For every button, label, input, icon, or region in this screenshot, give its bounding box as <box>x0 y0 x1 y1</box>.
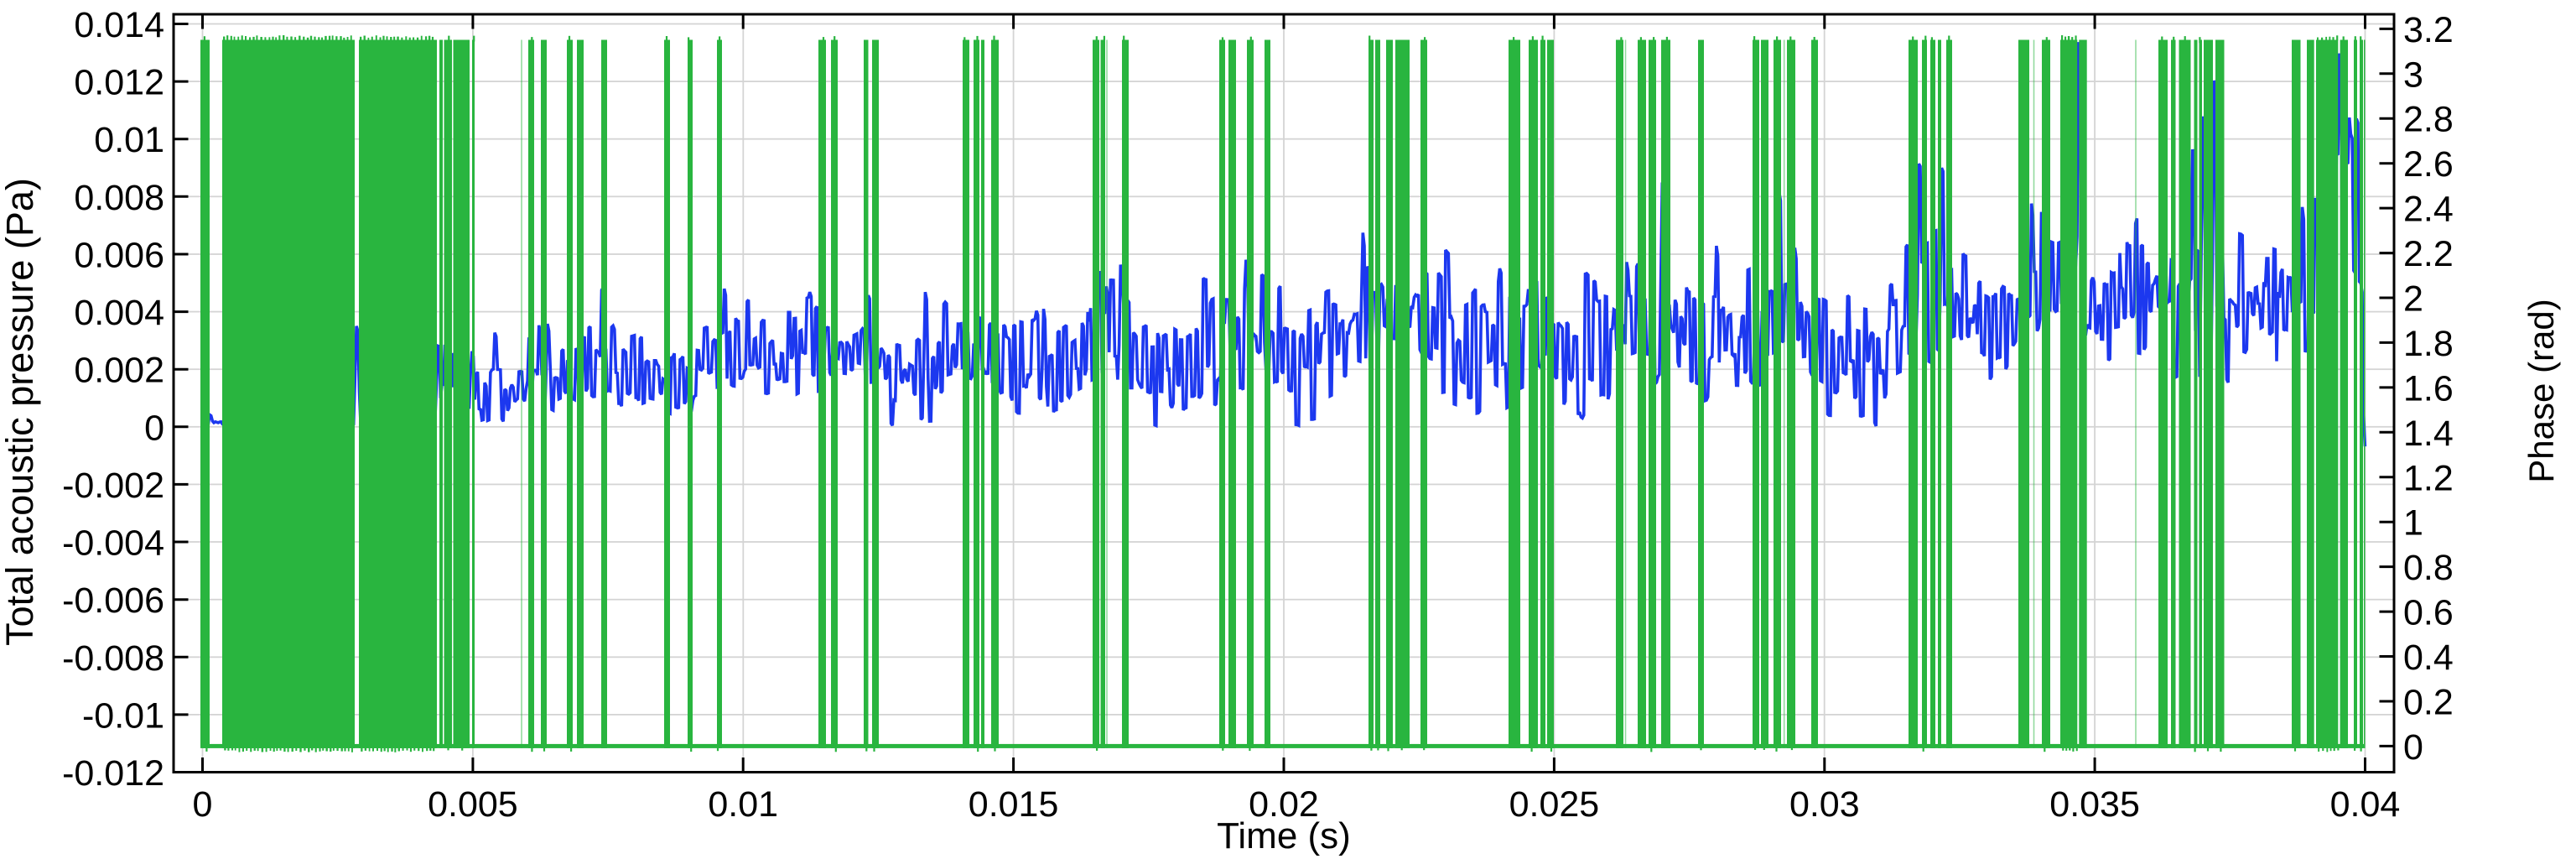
svg-text:2.4: 2.4 <box>2403 190 2454 230</box>
svg-text:0.008: 0.008 <box>74 178 164 218</box>
svg-text:0.01: 0.01 <box>708 784 778 825</box>
svg-text:0.4: 0.4 <box>2403 638 2454 678</box>
svg-text:0.03: 0.03 <box>1789 784 1860 825</box>
svg-text:-0.006: -0.006 <box>62 580 164 621</box>
svg-text:0.6: 0.6 <box>2403 593 2454 633</box>
svg-text:1.6: 1.6 <box>2403 368 2454 409</box>
svg-text:0: 0 <box>193 784 213 825</box>
svg-text:2.8: 2.8 <box>2403 100 2454 140</box>
svg-text:1: 1 <box>2403 503 2423 544</box>
svg-text:0.01: 0.01 <box>94 120 164 160</box>
svg-text:1.2: 1.2 <box>2403 458 2454 498</box>
svg-text:0.015: 0.015 <box>969 784 1059 825</box>
svg-text:Time (s): Time (s) <box>1217 815 1351 856</box>
svg-text:0.8: 0.8 <box>2403 548 2454 588</box>
svg-text:2.6: 2.6 <box>2403 144 2454 185</box>
svg-text:0: 0 <box>2403 727 2423 768</box>
svg-text:0.04: 0.04 <box>2330 784 2401 825</box>
svg-text:3: 3 <box>2403 55 2423 95</box>
svg-text:0.006: 0.006 <box>74 236 164 276</box>
svg-text:3.2: 3.2 <box>2403 10 2454 50</box>
svg-text:-0.008: -0.008 <box>62 638 164 679</box>
svg-text:-0.002: -0.002 <box>62 466 164 506</box>
svg-text:0.012: 0.012 <box>74 63 164 103</box>
svg-text:-0.01: -0.01 <box>82 695 164 736</box>
svg-text:0.005: 0.005 <box>428 784 518 825</box>
svg-text:2.2: 2.2 <box>2403 234 2454 274</box>
svg-text:0.014: 0.014 <box>74 5 164 45</box>
svg-text:0.2: 0.2 <box>2403 683 2454 723</box>
svg-text:1.8: 1.8 <box>2403 324 2454 364</box>
svg-text:-0.012: -0.012 <box>62 753 164 794</box>
svg-text:0.004: 0.004 <box>74 293 164 333</box>
svg-text:0.035: 0.035 <box>2049 784 2140 825</box>
svg-text:-0.004: -0.004 <box>62 523 164 564</box>
svg-text:Total acoustic pressure (Pa): Total acoustic pressure (Pa) <box>0 178 41 646</box>
svg-text:1.4: 1.4 <box>2403 414 2454 454</box>
svg-text:0: 0 <box>144 408 164 448</box>
svg-text:0.002: 0.002 <box>74 351 164 391</box>
svg-text:0.025: 0.025 <box>1509 784 1600 825</box>
svg-text:0.02: 0.02 <box>1249 784 1319 825</box>
svg-text:2: 2 <box>2403 279 2423 320</box>
svg-text:Phase (rad): Phase (rad) <box>2521 299 2561 482</box>
